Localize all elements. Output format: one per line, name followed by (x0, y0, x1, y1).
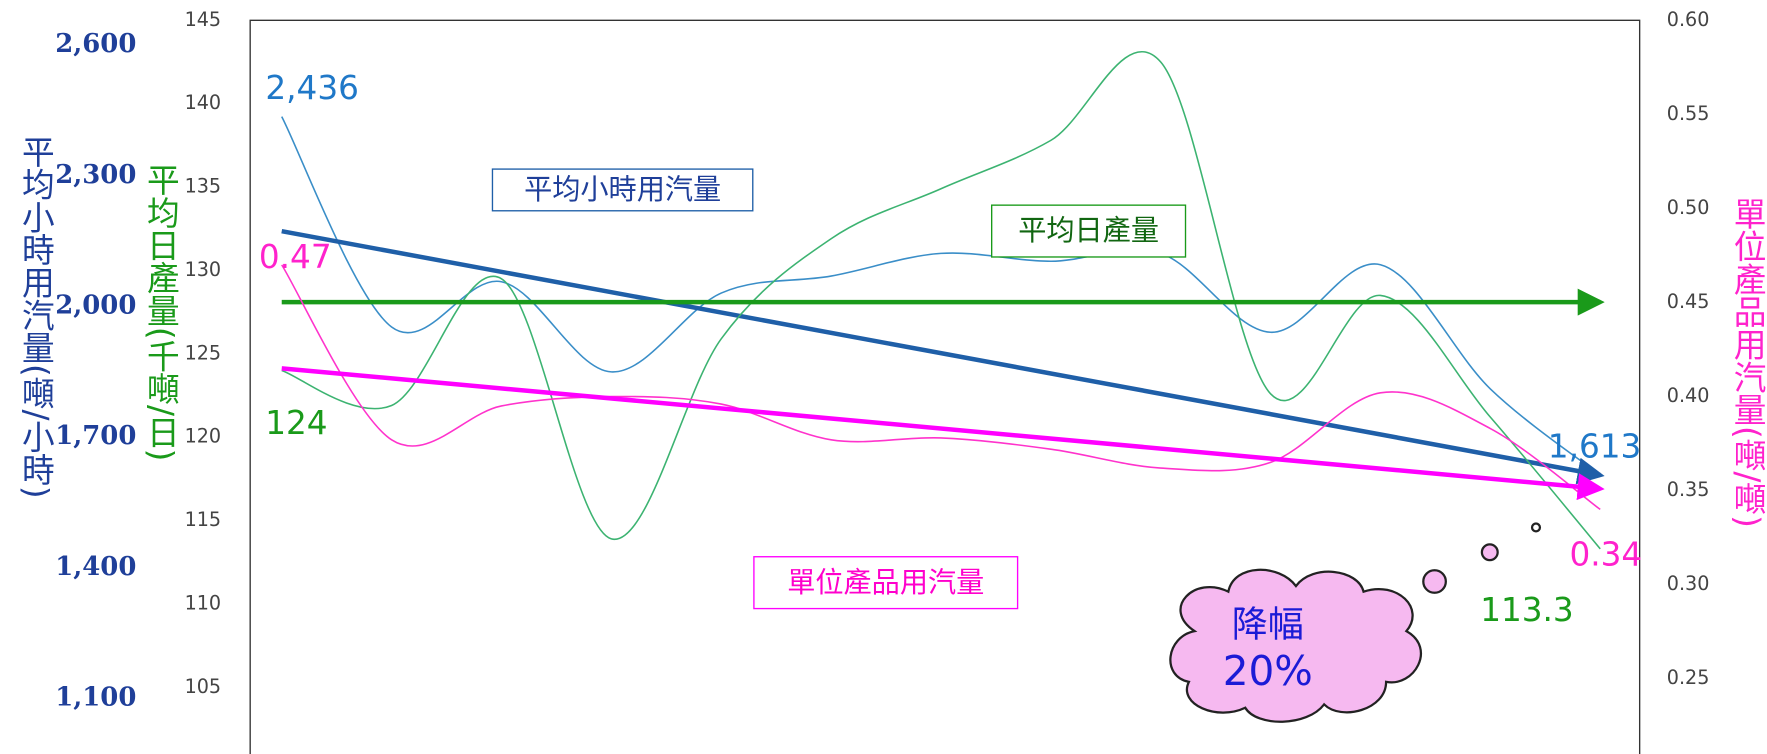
data-label: 0.47 (259, 238, 332, 276)
tick-label: 1,700 (55, 421, 136, 451)
legend-box (491, 168, 754, 212)
data-label: 1,613 (1548, 428, 1642, 466)
tick-label: 0.55 (1667, 102, 1710, 125)
tick-label: 0.45 (1667, 290, 1710, 313)
tick-label: 0.35 (1667, 478, 1710, 501)
legend-label: 單位產品用汽量 (787, 566, 984, 599)
series-line (281, 51, 1601, 550)
y2-axis-title: 單位產品用汽量(噸/噸) (1729, 197, 1767, 528)
series-line (281, 116, 1601, 476)
data-label: 2,436 (265, 69, 359, 107)
tick-label: 0.40 (1667, 384, 1710, 407)
tick-label: 105 (185, 675, 222, 698)
tick-label: 2,000 (55, 291, 136, 321)
data-label: 124 (265, 404, 327, 442)
tick-label: 140 (185, 91, 222, 114)
tick-label: 145 (185, 8, 222, 31)
trend-arrow (281, 228, 1605, 485)
cloud (1169, 522, 1542, 723)
tick-label: 130 (185, 258, 222, 281)
tick-label: 2,600 (55, 29, 136, 59)
tick-label: 0.30 (1667, 572, 1710, 595)
trend-arrow (281, 366, 1605, 501)
tick-label: 0.50 (1667, 196, 1710, 219)
tick-label: 110 (185, 591, 222, 614)
y3-axis-title: 平均日產量(千噸/日) (142, 163, 180, 461)
y-axis-title: 平均小時用汽量(噸/小時) (17, 135, 55, 498)
legend-box (991, 204, 1187, 258)
tick-label: 0.25 (1667, 666, 1710, 689)
tick-label: 1,400 (55, 552, 136, 582)
tick-label: 135 (185, 175, 222, 198)
data-label: 0.34 (1569, 536, 1642, 574)
tick-label: 115 (185, 508, 222, 531)
legend-label: 平均日產量 (1018, 214, 1159, 247)
legend-label: 平均小時用汽量 (524, 173, 721, 206)
series-line (281, 264, 1601, 511)
annotation: 20% (1223, 647, 1313, 695)
tick-label: 2,300 (55, 160, 136, 190)
tick-label: 0.60 (1667, 8, 1710, 31)
tick-label: 120 (185, 425, 222, 448)
tick-label: 125 (185, 341, 222, 364)
tick-label: 1,100 (55, 683, 136, 713)
annotation: 降幅 (1232, 604, 1304, 646)
plot-frame (249, 19, 1641, 754)
data-label: 113.3 (1480, 591, 1574, 629)
legend-box (753, 556, 1019, 610)
